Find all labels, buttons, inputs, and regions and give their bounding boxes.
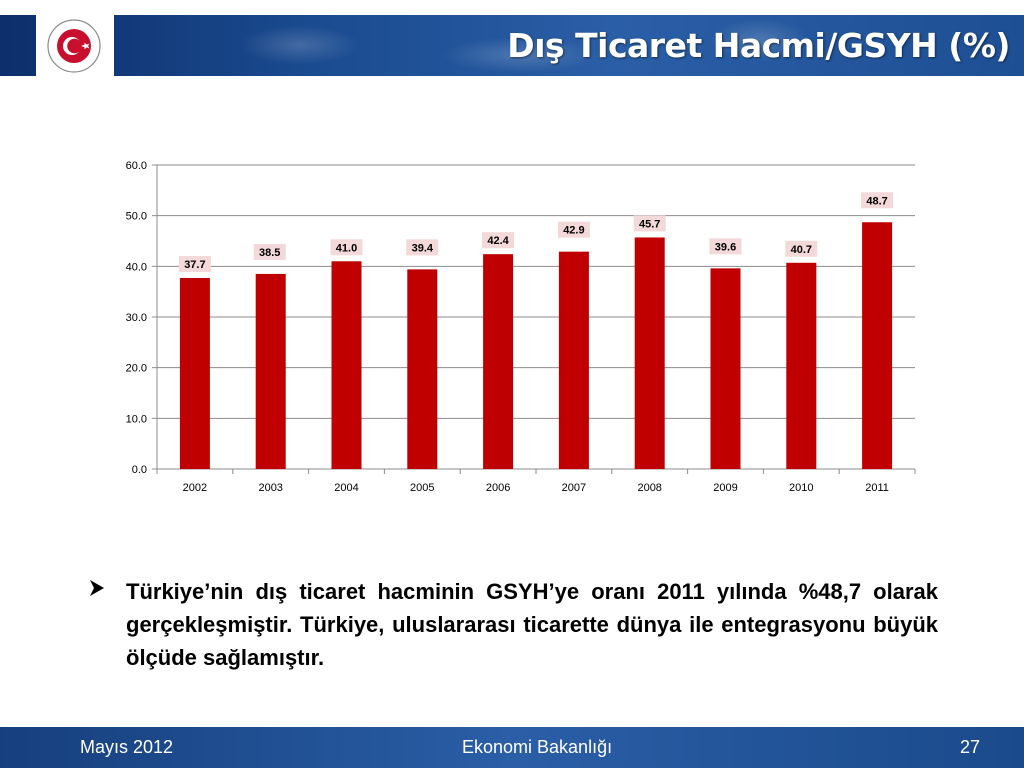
- x-tick-label: 2003: [258, 482, 282, 494]
- bar-chart: 0.0 10.0 20.0 30.0 40.0 50.0 60.0 2002 37.7 2003 3…: [110, 150, 930, 510]
- bullet-text: Türkiye’nin dış ticaret hacminin GSYH’ye…: [126, 579, 938, 670]
- data-label: 42.9: [563, 225, 584, 237]
- data-label: 39.6: [715, 241, 736, 253]
- chart-svg: 0.0 10.0 20.0 30.0 40.0 50.0 60.0 2002 37.7 2003 3…: [126, 160, 916, 494]
- x-tick-label: 2011: [865, 482, 889, 494]
- data-label-box: [709, 238, 742, 255]
- x-tick-label: 2002: [183, 482, 207, 494]
- data-label: 38.5: [259, 247, 280, 259]
- data-label: 45.7: [639, 218, 660, 230]
- bar: [331, 261, 362, 469]
- x-tick-label: 2010: [789, 482, 813, 494]
- data-label-box: [253, 243, 286, 260]
- data-label-box: [785, 240, 818, 257]
- bar: [634, 237, 665, 469]
- data-label-box: [633, 215, 666, 232]
- data-label-box: [330, 239, 363, 256]
- bullet-point: Türkiye’nin dış ticaret hacminin GSYH’ye…: [88, 575, 938, 674]
- data-label-box: [406, 239, 439, 256]
- data-label: 37.7: [184, 259, 205, 271]
- header-world-map: [0, 15, 1024, 76]
- y-tick-label: 10.0: [126, 413, 147, 425]
- y-tick-label: 60.0: [126, 160, 147, 172]
- y-tick-label: 50.0: [126, 211, 147, 223]
- bar: [255, 273, 286, 469]
- bar: [862, 222, 893, 469]
- slide-header: [0, 15, 1024, 76]
- bar: [558, 251, 589, 469]
- data-label: 48.7: [866, 195, 887, 207]
- bullet-arrow-icon: [90, 580, 104, 596]
- bar: [710, 268, 741, 469]
- x-tick-label: 2008: [637, 482, 661, 494]
- slide-footer: Mayıs 2012 Ekonomi Bakanlığı 27: [0, 727, 1024, 768]
- bar: [407, 269, 438, 469]
- data-label: 42.4: [487, 235, 509, 247]
- data-label: 39.4: [412, 242, 434, 254]
- bar: [786, 262, 817, 469]
- y-tick-label: 20.0: [126, 363, 147, 375]
- data-label-box: [557, 221, 590, 238]
- data-label-box: [482, 232, 515, 249]
- bar: [483, 254, 514, 469]
- y-tick-label: 30.0: [126, 312, 147, 324]
- ministry-seal-logo: [47, 19, 101, 73]
- data-label-box: [861, 192, 894, 209]
- y-tick-label: 0.0: [132, 464, 147, 476]
- bar: [179, 277, 210, 469]
- x-tick-label: 2004: [334, 482, 358, 494]
- y-tick-label: 40.0: [126, 261, 147, 273]
- page-number: 27: [960, 737, 981, 757]
- data-label: 40.7: [791, 244, 812, 256]
- footer-date: Mayıs 2012: [80, 737, 174, 757]
- footer-organization: Ekonomi Bakanlığı: [462, 737, 613, 757]
- x-tick-label: 2005: [410, 482, 434, 494]
- x-tick-label: 2009: [713, 482, 737, 494]
- data-label: 41.0: [336, 242, 357, 254]
- x-tick-label: 2006: [486, 482, 510, 494]
- x-tick-label: 2007: [562, 482, 586, 494]
- data-label-box: [178, 255, 211, 272]
- slide-title: Dış Ticaret Hacmi/GSYH (%): [507, 26, 1010, 65]
